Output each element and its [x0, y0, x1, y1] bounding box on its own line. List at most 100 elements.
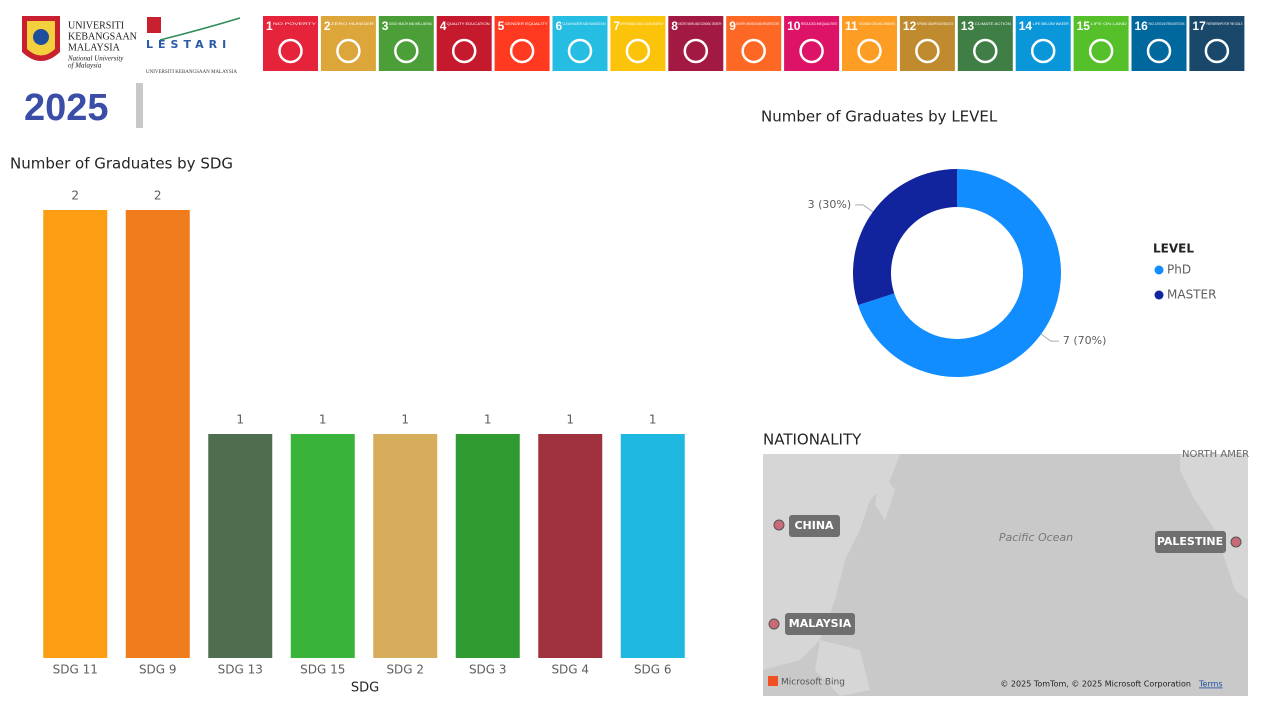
- map: Pacific Ocean NORTH AMER CHINA PALESTINE…: [763, 449, 1249, 696]
- sdg-number: 3: [382, 19, 389, 33]
- sdg-number: 8: [671, 19, 678, 33]
- data-label: 2: [71, 189, 79, 203]
- bar: [538, 434, 603, 658]
- sdg-glyph: [336, 38, 361, 64]
- lestari-text: LESTARI: [146, 38, 231, 51]
- donut-chart: 7 (70%) PhD 3 (30%) MASTER: [808, 169, 1216, 378]
- donut-slice: [858, 169, 1061, 378]
- map-point[interactable]: [773, 519, 785, 531]
- bar: [125, 210, 190, 658]
- map-attribution: Microsoft Bing: [781, 678, 845, 688]
- ukm-line: National University: [67, 55, 124, 63]
- map-point[interactable]: [1230, 536, 1242, 548]
- lestari-sub: UNIVERSITI KEBANGSAAN MALAYSIA: [146, 70, 237, 75]
- map-label: MALAYSIA: [789, 617, 852, 630]
- data-label: 7 (70%): [1063, 334, 1107, 347]
- ocean-label: Pacific Ocean: [999, 531, 1073, 544]
- region-label: NORTH AMER: [1182, 449, 1249, 460]
- data-label: 1: [236, 413, 244, 427]
- map-land: [875, 470, 895, 520]
- sdg-icons: 1 NO POVERTY 2 ZERO HUNGER 3 GOOD HEALTH AND …: [263, 16, 1245, 71]
- map-label-box: [785, 613, 855, 635]
- map-land: [815, 640, 870, 696]
- x-tick-label: SDG 2: [386, 663, 424, 677]
- legend-title: LEVEL: [1153, 242, 1194, 256]
- lestari-swoosh: [159, 17, 241, 41]
- bing-icon: [768, 676, 778, 686]
- sdg-glyph: [567, 38, 593, 64]
- sdg-glyph: [509, 38, 535, 64]
- sdg-label: GENDER EQUALITY: [505, 22, 549, 26]
- map-label-box: [789, 515, 840, 537]
- x-axis-title: SDG: [351, 681, 379, 696]
- sdg-glyph: [683, 38, 709, 64]
- sdg-glyph: [741, 38, 766, 64]
- data-label: 1: [401, 413, 409, 427]
- sdg-label: NO POVERTY: [273, 22, 317, 26]
- sdg-glyph: [1030, 38, 1056, 64]
- sdg-label: SUSTAINABLE CITIES AND COMMUNITIES: [859, 22, 895, 26]
- sdg-label: PEACE, JUSTICE AND STRONG INSTITUTIONS: [1149, 22, 1185, 26]
- sdg-number: 7: [613, 19, 620, 33]
- sdg-label: RESPONSIBLE CONSUMPTION AND PRODUCTION: [917, 22, 953, 26]
- sdg-label: CLEAN WATER AND SANITATION: [563, 22, 606, 26]
- bar: [43, 210, 108, 658]
- ukm-line: MALAYSIA: [68, 42, 121, 53]
- data-label: 1: [484, 413, 492, 427]
- x-tick-label: SDG 4: [551, 663, 589, 677]
- bar: [373, 434, 438, 658]
- ukm-line: UNIVERSITI: [68, 20, 124, 31]
- sdg-glyph: [1204, 38, 1230, 64]
- sdg-label: CLIMATE ACTION: [975, 22, 1011, 26]
- ukm-line: KEBANGSAAN: [68, 31, 137, 42]
- sdg-number: 14: [1019, 19, 1033, 33]
- sdg-label: PARTNERSHIPS FOR THE GOALS: [1206, 22, 1242, 26]
- sdg-label: LIFE BELOW WATER: [1033, 22, 1069, 26]
- sdg-glyph: [1088, 38, 1114, 64]
- ukm-emblem: [33, 29, 49, 45]
- chart-title: Number of Graduates by LEVEL: [761, 108, 998, 126]
- sdg-number: 10: [787, 19, 801, 33]
- legend-swatch: [1154, 265, 1164, 275]
- lestari-logo: LESTARI UNIVERSITI KEBANGSAAN MALAYSIA: [146, 17, 241, 75]
- map-label: CHINA: [794, 519, 834, 532]
- sdg-number: 17: [1192, 19, 1206, 33]
- map-copyright: © 2025 TomTom, © 2025 Microsoft Corporat…: [1000, 680, 1191, 689]
- sdg-glyph: [799, 38, 824, 64]
- leader-line: [1040, 333, 1059, 342]
- sdg-number: 4: [440, 19, 447, 33]
- data-label: 1: [566, 413, 574, 427]
- map-title: NATIONALITY: [763, 431, 862, 449]
- bar-chart: 2 SDG 11 2 SDG 9 1 SDG 13 1 SDG 15 1 SDG 2 1 SDG 3 1…: [43, 189, 685, 677]
- x-tick-label: SDG 15: [300, 663, 345, 677]
- x-tick-label: SDG 11: [53, 663, 98, 677]
- sdg-glyph: [915, 38, 940, 64]
- sdg-label: QUALITY EDUCATION: [447, 22, 490, 26]
- map-point[interactable]: [768, 618, 780, 630]
- sdg-number: 9: [729, 19, 736, 33]
- map-label: PALESTINE: [1157, 535, 1223, 548]
- sdg-number: 15: [1077, 19, 1091, 33]
- map-terms[interactable]: Terms: [1198, 680, 1223, 689]
- bar: [620, 434, 685, 658]
- bar: [290, 434, 355, 658]
- sdg-label: REDUCED INEQUALITIES: [801, 22, 837, 26]
- data-label: 1: [649, 413, 657, 427]
- sdg-label: DECENT WORK AND ECONOMIC GROWTH: [678, 22, 721, 26]
- bar: [208, 434, 273, 658]
- sdg-number: 2: [324, 19, 331, 33]
- sdg-number: 1: [266, 19, 273, 33]
- x-tick-label: SDG 9: [139, 663, 177, 677]
- sdg-label: LIFE ON LAND: [1091, 22, 1128, 26]
- sdg-glyph: [625, 38, 651, 64]
- sdg-number: 16: [1135, 19, 1149, 33]
- lestari-crest: [147, 17, 161, 33]
- year: 2025: [24, 87, 109, 129]
- sdg-number: 5: [498, 19, 505, 33]
- sdg-glyph: [973, 38, 998, 64]
- sdg-label: INDUSTRY, INNOVATION AND INFRASTRUCTURE: [736, 22, 779, 26]
- x-tick-label: SDG 3: [469, 663, 507, 677]
- sdg-number: 12: [903, 19, 917, 33]
- sdg-number: 13: [961, 19, 975, 33]
